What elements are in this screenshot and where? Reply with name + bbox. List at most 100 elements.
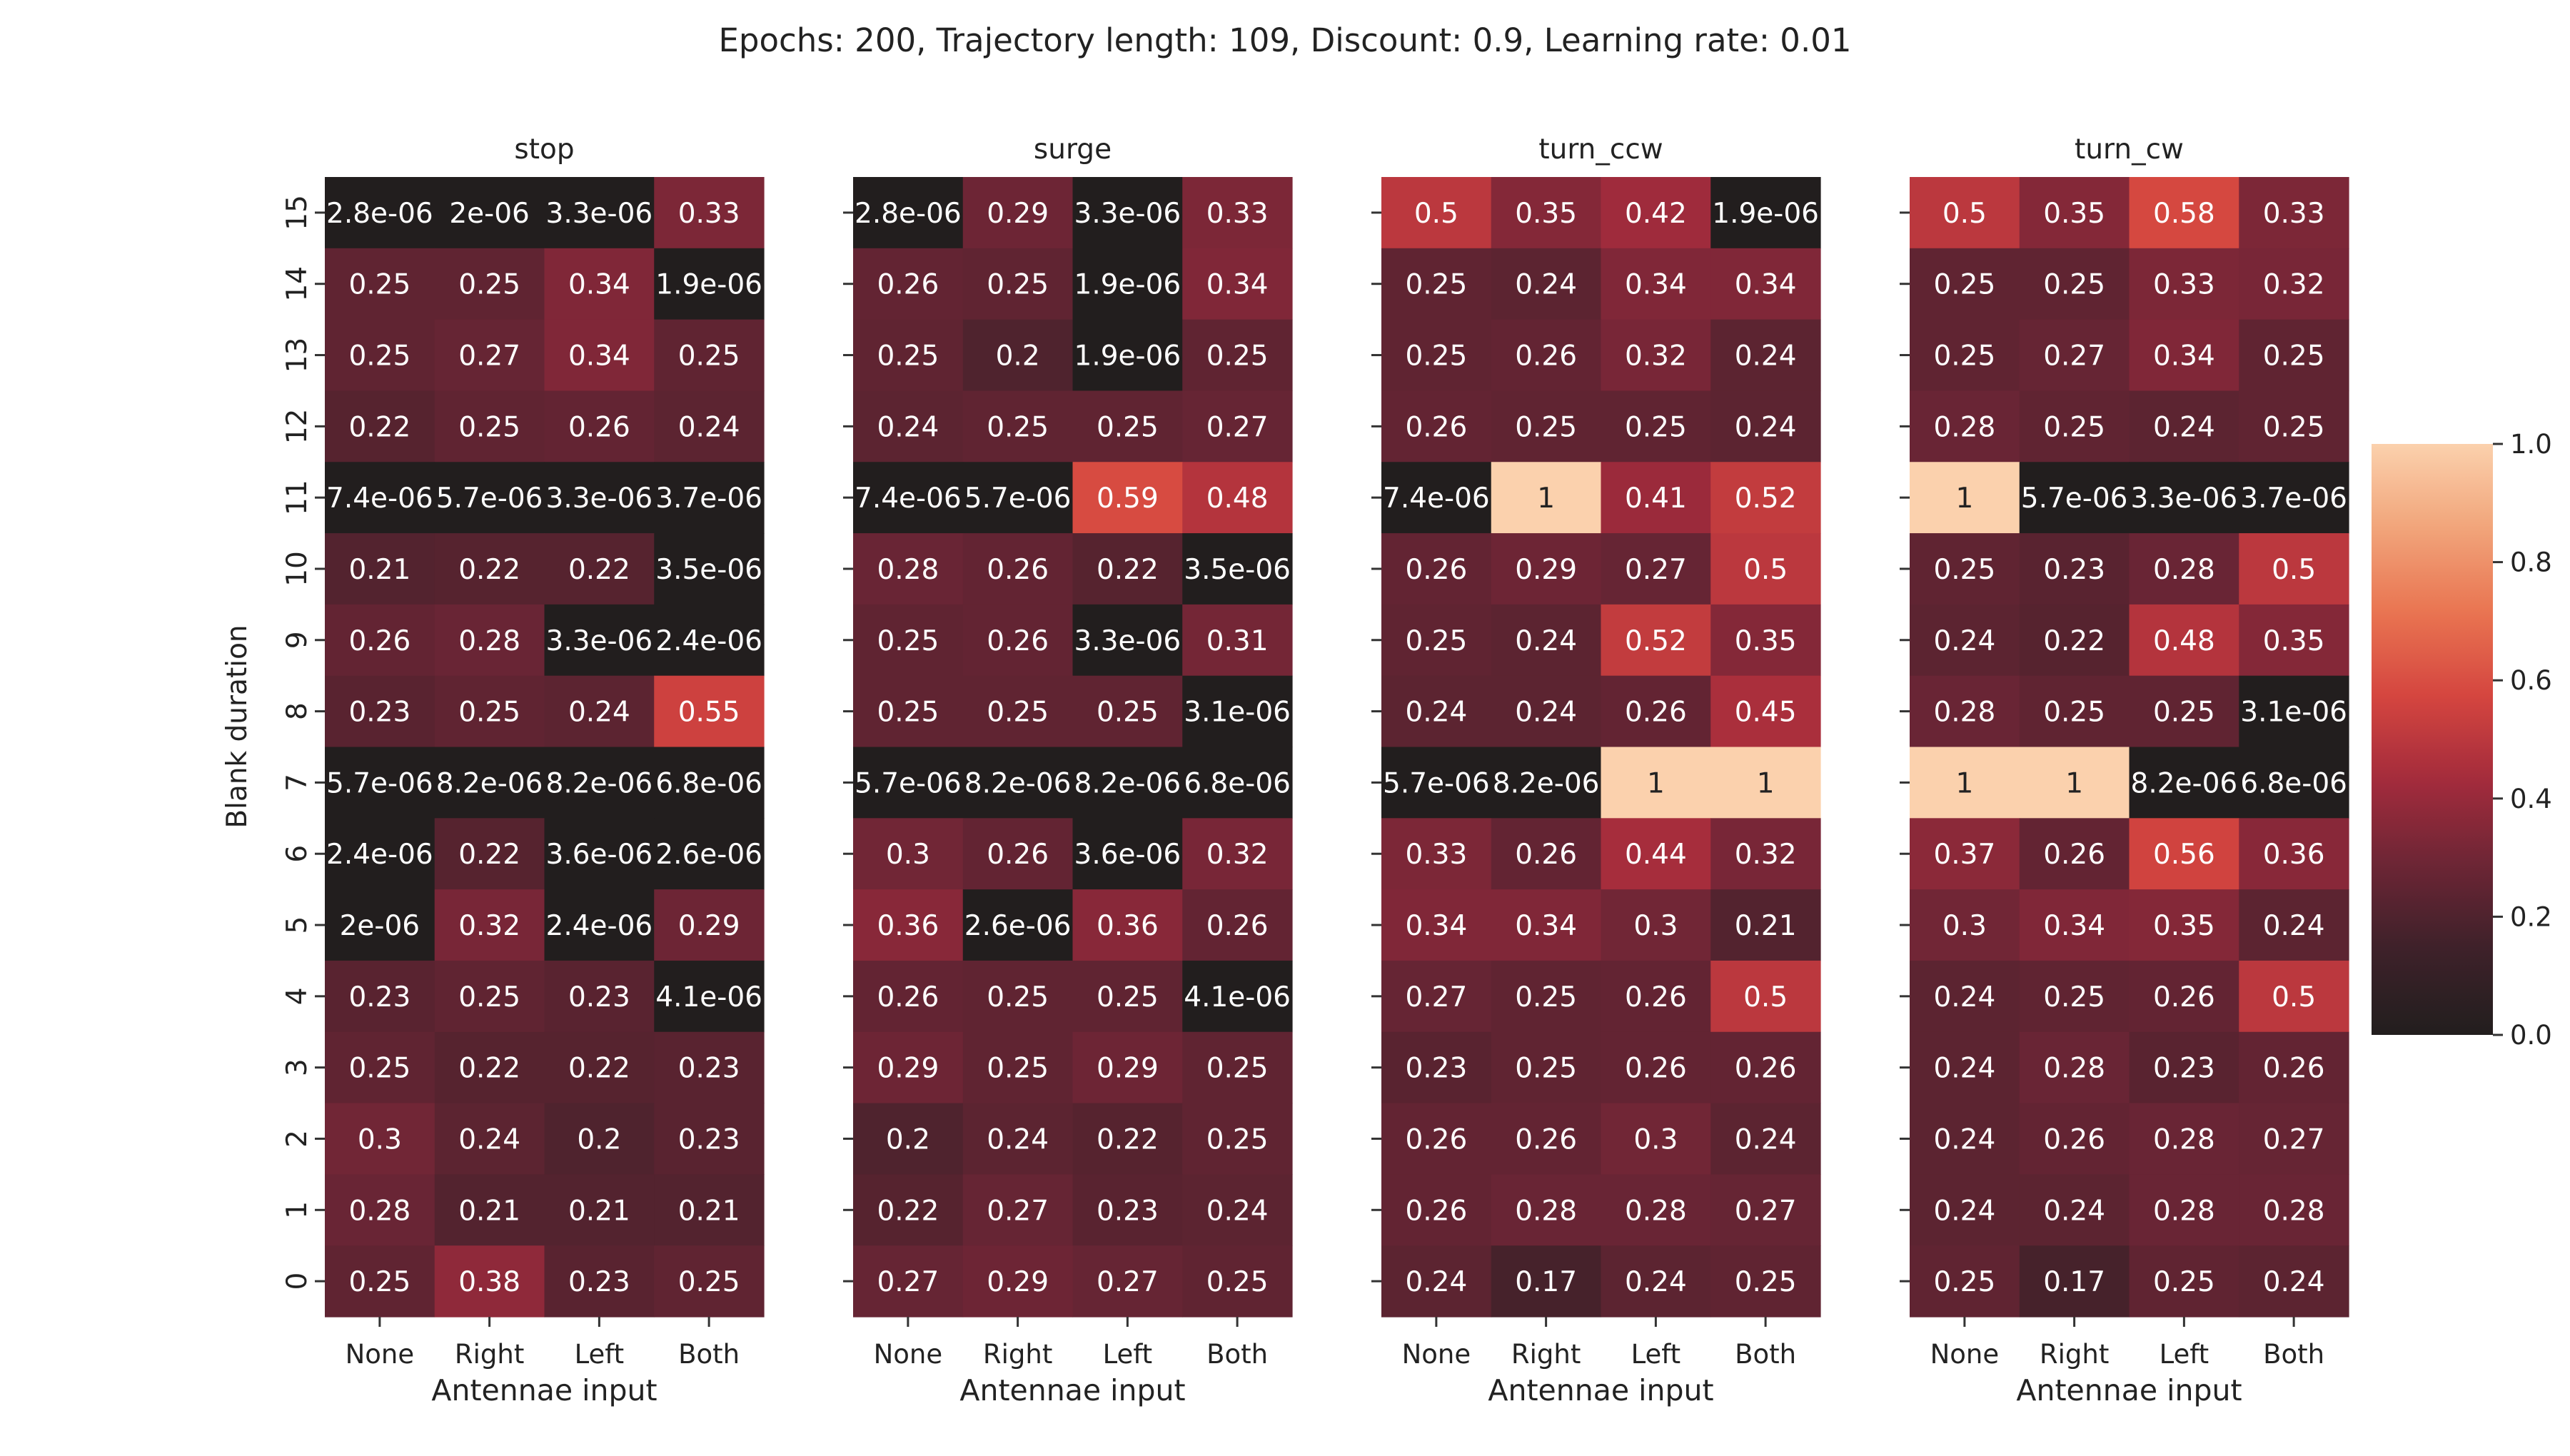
heatmap-cell [1072, 1174, 1183, 1246]
cell-value-label: 3.3e-06 [1074, 625, 1181, 657]
cell-value-label: 0.55 [678, 697, 740, 729]
heatmap-cell [2019, 319, 2130, 392]
heatmap-cell [1601, 248, 1711, 320]
x-tick-label: Left [1103, 1339, 1153, 1370]
heatmap-cell [654, 533, 765, 605]
cell-value-label: 0.25 [348, 340, 410, 373]
x-tick-label: Both [1735, 1339, 1796, 1370]
heatmap-panel-surge: surge 2.8e-06 0.29 3.3e-06 0.33 0.26 0.25 1.9e-… [843, 133, 1293, 1407]
cell-value-label: 0.22 [458, 554, 520, 586]
heatmap-cell [434, 1174, 545, 1246]
heatmap-cell [1910, 319, 2020, 392]
y-tick-label: 10 [281, 551, 313, 587]
cell-value-label: 0.29 [987, 198, 1049, 230]
cell-value-label: 0.25 [1206, 1266, 1269, 1298]
cell-value-label: 0.25 [1625, 411, 1687, 443]
heatmap-cell [1381, 1174, 1492, 1246]
cell-value-label: 0.3 [1633, 910, 1678, 942]
cell-value-label: 0.34 [568, 340, 630, 373]
cell-value-label: 0.28 [2263, 1195, 2325, 1227]
cell-value-label: 0.24 [2043, 1195, 2105, 1227]
heatmap-cell [2129, 319, 2239, 392]
cell-value-label: 0.17 [2043, 1266, 2105, 1298]
cell-value-label: 0.21 [678, 1195, 740, 1227]
cell-value-label: 0.26 [1735, 1053, 1797, 1085]
cell-value-label: 0.28 [1933, 411, 1995, 443]
heatmap-cell [2129, 462, 2239, 534]
cell-value-label: 0.3 [1942, 910, 1987, 942]
colorbar-tick-label: 0.6 [2510, 665, 2552, 696]
cell-value-label: 0.22 [1097, 1123, 1159, 1156]
heatmap-cell [1710, 1031, 1821, 1104]
cell-value-label: 0.5 [1414, 198, 1458, 230]
heatmap-cell [544, 1103, 655, 1175]
cell-value-label: 0.25 [1933, 340, 1995, 373]
heatmap-cell [2129, 889, 2239, 961]
cell-value-label: 0.26 [2153, 981, 2215, 1013]
heatmap-cell [544, 1245, 655, 1318]
x-tick-label: Right [983, 1339, 1052, 1370]
heatmap-cell [654, 319, 765, 392]
cell-value-label: 0.24 [987, 1123, 1049, 1156]
heatmap-cell [1491, 533, 1602, 605]
cell-value-label: 0.26 [1206, 910, 1269, 942]
cell-value-label: 0.2 [886, 1123, 930, 1156]
panel-title: turn_ccw [1538, 133, 1663, 166]
cell-value-label: 0.24 [1625, 1266, 1687, 1298]
heatmap-cell [325, 462, 435, 534]
x-axis-label: Antennae input [959, 1373, 1185, 1407]
cell-value-label: 0.36 [2263, 839, 2325, 871]
heatmap-cell [2019, 747, 2130, 819]
heatmap-cell [654, 604, 765, 677]
heatmap-cell [654, 1174, 765, 1246]
cell-value-label: 3.3e-06 [2131, 482, 2238, 515]
colorbar-tick-label: 1.0 [2510, 429, 2552, 460]
cell-value-label: 0.22 [458, 1053, 520, 1085]
heatmap-cell [1601, 533, 1711, 605]
heatmap-cell [1910, 462, 2020, 534]
heatmap-cell [1910, 604, 2020, 677]
heatmap-cell [962, 1103, 1074, 1175]
cell-value-label: 0.29 [987, 1266, 1049, 1298]
y-tick-label: 13 [281, 338, 313, 373]
figure-title: Epochs: 200, Trajectory length: 109, Dis… [718, 21, 1851, 59]
heatmap-cell [1381, 1031, 1492, 1104]
heatmap-cell [962, 1245, 1074, 1318]
cell-value-label: 0.26 [1405, 411, 1467, 443]
cell-value-label: 5.7e-06 [855, 767, 962, 799]
cell-value-label: 0.26 [2263, 1053, 2325, 1085]
heatmap-cell [1182, 604, 1293, 677]
heatmap-panel-turn_ccw: turn_ccw 0.5 0.35 0.42 1.9e-06 0.25 0.24 0.34 0.… [1371, 133, 1821, 1407]
x-tick-label: Right [2040, 1339, 2109, 1370]
cell-value-label: 0.24 [1405, 697, 1467, 729]
heatmap-cell [1182, 1245, 1293, 1318]
cell-value-label: 0.35 [1735, 625, 1797, 657]
heatmap-cell [2019, 889, 2130, 961]
x-tick-label: None [1402, 1339, 1471, 1370]
cell-value-label: 3.3e-06 [1074, 198, 1181, 230]
cell-value-label: 0.28 [877, 554, 939, 586]
heatmap-cell [1072, 1103, 1183, 1175]
heatmap-cell [1072, 319, 1183, 392]
cell-value-label: 0.26 [1405, 554, 1467, 586]
cell-value-label: 3.3e-06 [546, 198, 653, 230]
cell-value-label: 0.28 [1625, 1195, 1687, 1227]
heatmap-cell [1182, 462, 1293, 534]
colorbar: 0.0 0.2 0.4 0.6 0.8 1.0 [2372, 429, 2552, 1051]
cell-value-label: 0.22 [877, 1195, 939, 1227]
cell-value-label: 8.2e-06 [546, 767, 653, 799]
x-tick-label: None [346, 1339, 415, 1370]
cell-value-label: 0.25 [987, 411, 1049, 443]
panel-title: surge [1034, 133, 1112, 166]
cell-value-label: 0.25 [458, 269, 520, 301]
cell-value-label: 0.3 [358, 1123, 402, 1156]
heatmap-cell [1710, 960, 1821, 1033]
cell-value-label: 1 [1955, 767, 1973, 799]
y-tick-label: 3 [281, 1058, 313, 1076]
heatmap-cell [654, 1031, 765, 1104]
cell-value-label: 0.5 [1743, 981, 1788, 1013]
heatmap-cell [1601, 462, 1711, 534]
heatmap-cell [325, 1103, 435, 1175]
cell-value-label: 0.36 [1097, 910, 1159, 942]
heatmap-cell [1491, 747, 1602, 819]
